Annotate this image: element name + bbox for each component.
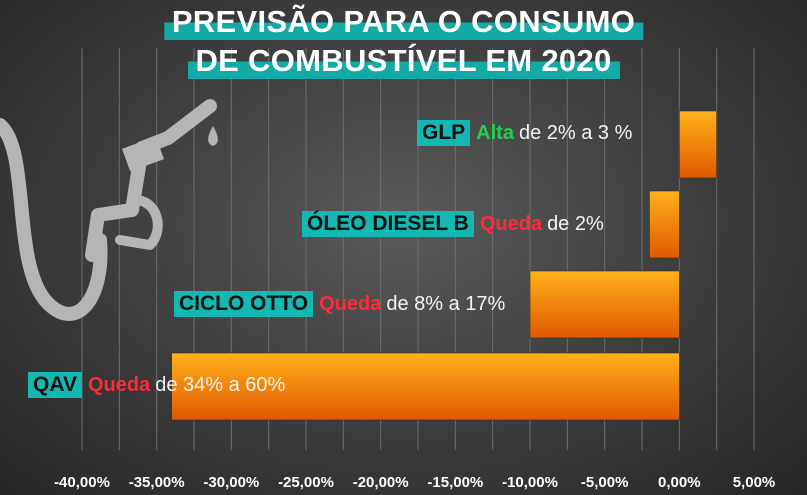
row-label-ciclo-otto: CICLO OTTO Queda de 8% a 17% bbox=[174, 290, 505, 318]
x-tick-label: -30,00% bbox=[203, 474, 259, 491]
x-tick-label: -10,00% bbox=[502, 474, 558, 491]
category-tag: ÓLEO DIESEL B bbox=[302, 211, 474, 237]
row-label-oleo-diesel: ÓLEO DIESEL B Queda de 2% bbox=[302, 210, 604, 238]
x-tick-label: 5,00% bbox=[733, 474, 776, 491]
range-text: de 2% a 3 % bbox=[518, 121, 633, 144]
chart-title-line-1: PREVISÃO PARA O CONSUMO bbox=[163, 4, 644, 40]
category-tag: CICLO OTTO bbox=[174, 291, 314, 317]
trend-word: Alta bbox=[476, 121, 514, 144]
fuel-drop-icon bbox=[208, 126, 218, 146]
trend-word: Queda bbox=[479, 212, 543, 235]
x-tick-label: -15,00% bbox=[427, 474, 483, 491]
fuel-nozzle-icon bbox=[0, 99, 217, 321]
bar-glp bbox=[679, 110, 717, 179]
range-text: de 2% bbox=[547, 212, 604, 235]
bar-qav bbox=[171, 352, 680, 421]
row-label-qav: QAV Queda de 34% a 60% bbox=[28, 371, 285, 399]
x-tick-label: 0,00% bbox=[658, 474, 701, 491]
trend-word: Queda bbox=[87, 373, 151, 396]
category-tag: GLP bbox=[417, 120, 471, 146]
category-tag: QAV bbox=[28, 372, 82, 398]
trend-word: Queda bbox=[319, 292, 382, 315]
bars bbox=[171, 110, 717, 421]
range-text: de 34% a 60% bbox=[155, 373, 286, 396]
x-tick-label: -5,00% bbox=[581, 474, 629, 491]
bar--leo-diesel-b bbox=[649, 190, 680, 259]
range-text: de 8% a 17% bbox=[386, 292, 506, 315]
x-tick-label: -25,00% bbox=[278, 474, 334, 491]
x-tick-label: -20,00% bbox=[353, 474, 409, 491]
x-tick-label: -40,00% bbox=[54, 474, 110, 491]
x-tick-label: -35,00% bbox=[129, 474, 185, 491]
x-axis-tick-labels: -40,00% -35,00% -30,00% -25,00% -20,00% -15,0… bbox=[54, 474, 775, 491]
bar-ciclo-otto bbox=[529, 270, 680, 339]
row-label-glp: GLP Alta de 2% a 3 % bbox=[417, 119, 632, 147]
chart-title-line-2: DE COMBUSTÍVEL EM 2020 bbox=[187, 43, 620, 79]
